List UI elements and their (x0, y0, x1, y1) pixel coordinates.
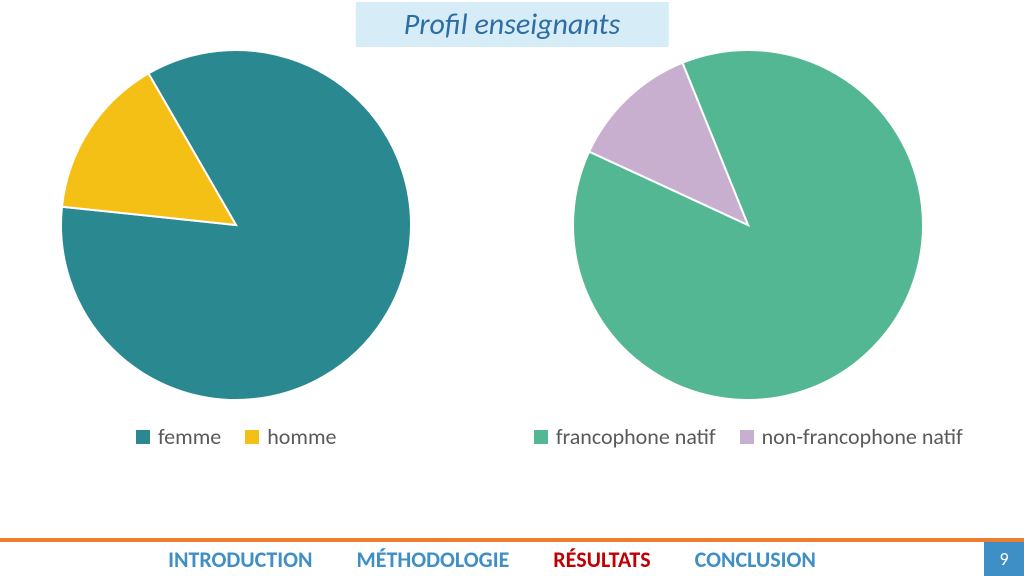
legend-item: homme (245, 423, 336, 450)
legend-label: francophone natif (556, 423, 716, 450)
chart-left: femme homme (61, 50, 411, 450)
pie-native-svg (573, 50, 923, 400)
footer-nav-item: RÉSULTATS (553, 546, 650, 573)
footer-content: INTRODUCTION MÉTHODOLOGIE RÉSULTATS CONCLUS… (0, 542, 1024, 576)
footer-nav-item: MÉTHODOLOGIE (357, 546, 510, 573)
footer-nav-item: CONCLUSION (695, 546, 816, 573)
slide-title: Profil enseignants (356, 2, 669, 47)
legend-item: non-francophone natif (740, 423, 963, 450)
legend-swatch (136, 430, 150, 444)
legend-swatch (245, 430, 259, 444)
chart-right: francophone natif non-francophone natif (534, 50, 963, 450)
charts-row: femme homme francophone natif non-francoph… (0, 50, 1024, 480)
legend-swatch (740, 430, 754, 444)
page-number: 9 (984, 542, 1024, 576)
legend-item: femme (136, 423, 221, 450)
legend-label: homme (267, 423, 336, 450)
legend-item: francophone natif (534, 423, 716, 450)
pie-gender (61, 50, 411, 405)
footer-nav-item: INTRODUCTION (168, 546, 312, 573)
footer-nav: INTRODUCTION MÉTHODOLOGIE RÉSULTATS CONCLUS… (0, 546, 984, 573)
footer: INTRODUCTION MÉTHODOLOGIE RÉSULTATS CONCLUS… (0, 538, 1024, 576)
pie-native (573, 50, 923, 405)
legend-gender: femme homme (136, 423, 336, 450)
pie-gender-svg (61, 50, 411, 400)
legend-native: francophone natif non-francophone natif (534, 423, 963, 450)
legend-swatch (534, 430, 548, 444)
legend-label: femme (158, 423, 221, 450)
legend-label: non-francophone natif (762, 423, 963, 450)
